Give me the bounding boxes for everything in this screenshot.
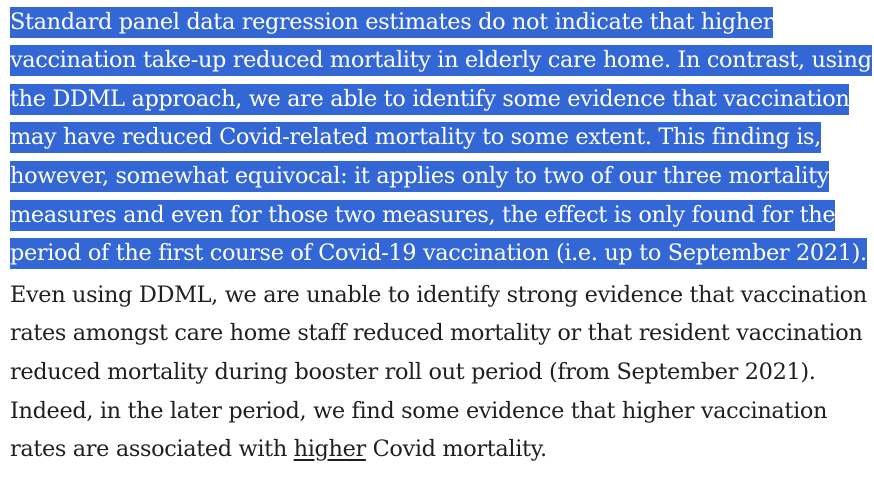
selected-line-7[interactable]: period of the first course of Covid-19 v… — [10, 238, 867, 269]
selected-line-6[interactable]: measures and even for those two measures… — [10, 200, 836, 231]
text-line-12: rates are associated with higher Covid m… — [10, 434, 547, 465]
selected-line-1[interactable]: Standard panel data regression estimates… — [10, 7, 773, 38]
text-line-8: Even using DDML, we are unable to identi… — [10, 282, 867, 308]
text-segment: rates are associated with — [10, 436, 294, 462]
emphasized-word: higher — [293, 436, 367, 462]
text-segment: Covid mortality. — [365, 436, 548, 462]
selected-line-4[interactable]: may have reduced Covid-related mortality… — [10, 122, 821, 153]
selected-line-5[interactable]: however, somewhat equivocal: it applies … — [10, 161, 829, 192]
selected-line-2[interactable]: vaccination take-up reduced mortality in… — [10, 45, 872, 76]
selected-line-3[interactable]: the DDML approach, we are able to identi… — [10, 84, 850, 115]
text-line-10: reduced mortality during booster roll ou… — [10, 359, 816, 385]
text-line-11: Indeed, in the later period, we find som… — [10, 398, 828, 424]
text-line-9: rates amongst care home staff reduced mo… — [10, 320, 863, 346]
